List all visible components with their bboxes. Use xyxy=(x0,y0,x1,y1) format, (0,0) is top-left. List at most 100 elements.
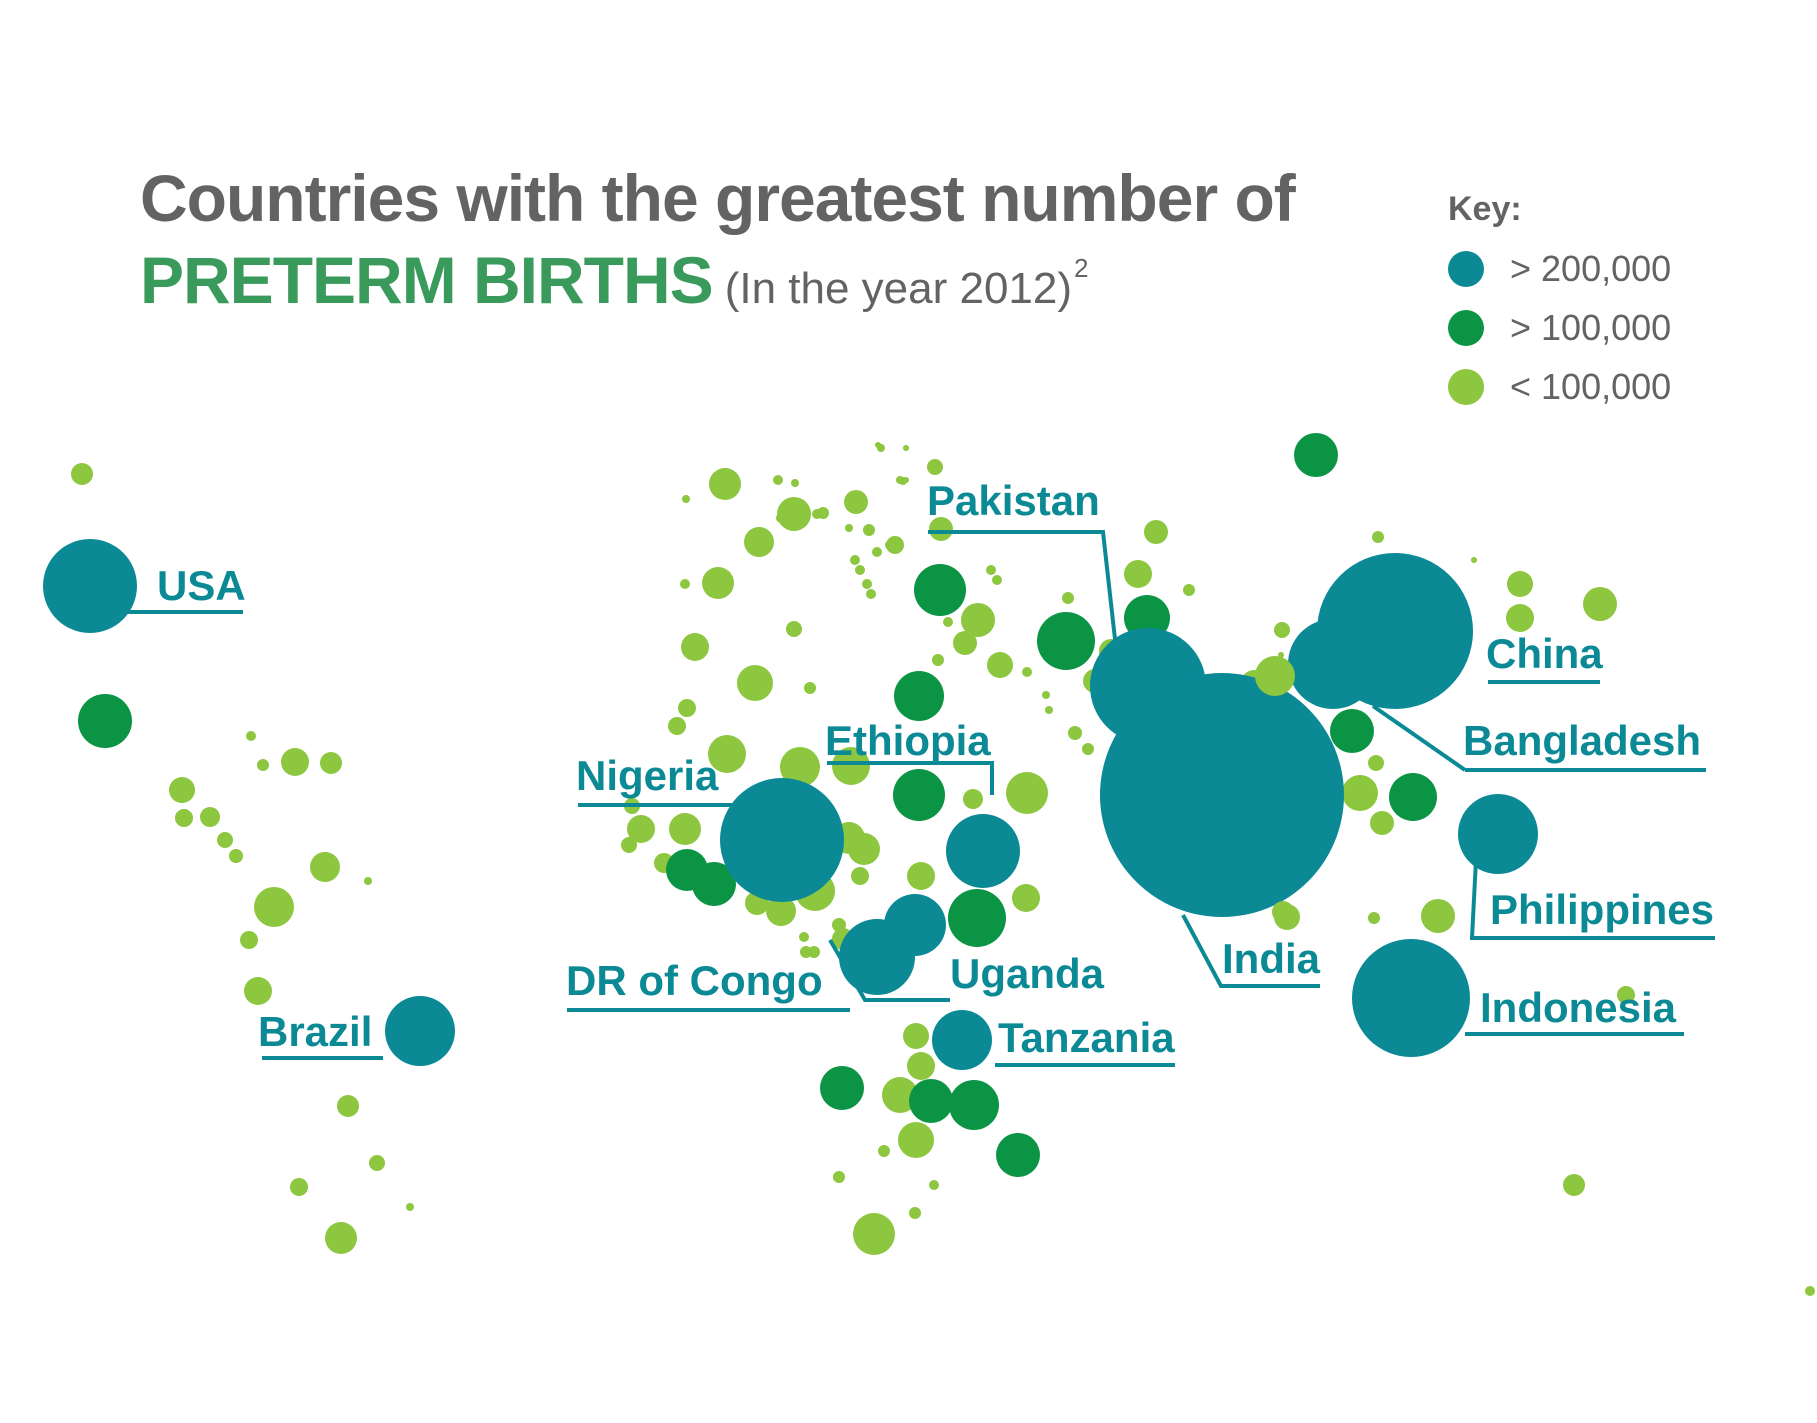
bubble-over-200k xyxy=(1100,673,1344,917)
bubble-under-100k xyxy=(627,815,655,843)
bubble-under-100k xyxy=(1082,743,1094,755)
bubble-under-100k xyxy=(1471,557,1477,563)
title-line-2: PRETERM BIRTHS (In the year 2012)2 xyxy=(140,242,1295,318)
bubble-under-100k xyxy=(744,527,774,557)
bubble-under-100k xyxy=(1421,899,1455,933)
bubble-under-100k xyxy=(885,540,895,550)
bubble-under-100k xyxy=(766,896,796,926)
legend-dot-small xyxy=(1448,368,1484,405)
bubble-over-100k xyxy=(996,1133,1040,1177)
title-footnote: 2 xyxy=(1074,253,1089,283)
bubble-under-100k xyxy=(1255,656,1295,696)
bubble-over-100k xyxy=(1389,773,1437,821)
bubble-under-100k xyxy=(281,748,309,776)
bubble-over-100k xyxy=(909,1079,953,1123)
bubble-under-100k xyxy=(907,1052,935,1080)
leader-line xyxy=(827,761,994,795)
bubble-under-100k xyxy=(257,759,269,771)
bubble-under-100k xyxy=(621,837,637,853)
bubble-under-100k xyxy=(1022,667,1032,677)
bubble-under-100k xyxy=(1507,571,1533,597)
label-leader-lines xyxy=(128,530,1715,1067)
bubble-under-100k xyxy=(708,735,746,773)
bubble-under-100k xyxy=(848,833,880,865)
bubble-under-100k xyxy=(737,665,773,701)
bubble-under-100k xyxy=(903,445,909,451)
legend: Key: > 200,000 > 100,000 < 100,000 xyxy=(1448,190,1671,416)
bubble-under-100k xyxy=(406,1203,414,1211)
bubble-under-100k xyxy=(878,1145,890,1157)
bubble-over-100k xyxy=(1330,709,1374,753)
bubble-over-100k xyxy=(914,564,966,616)
country-label-tanzania: Tanzania xyxy=(998,1014,1175,1061)
bubble-under-100k xyxy=(1368,755,1384,771)
country-label-indonesia: Indonesia xyxy=(1480,984,1677,1031)
bubble-under-100k xyxy=(1563,1174,1585,1196)
bubble-over-200k xyxy=(385,996,455,1066)
bubble-under-100k xyxy=(877,444,885,452)
bubble-over-100k xyxy=(1294,433,1338,477)
leader-line xyxy=(928,530,1118,649)
bubble-under-100k xyxy=(337,1095,359,1117)
bubble-under-100k xyxy=(987,652,1013,678)
bubble-under-100k xyxy=(851,867,869,885)
country-labels: USA Brazil Nigeria Ethiopia DR of Congo … xyxy=(157,477,1714,1061)
bubble-under-100k xyxy=(217,832,233,848)
bubble-under-100k xyxy=(1144,520,1168,544)
bubble-under-100k xyxy=(791,479,799,487)
bubble-over-200k xyxy=(1317,553,1473,709)
bubble-under-100k xyxy=(682,495,690,503)
bubble-under-100k xyxy=(1372,531,1384,543)
large-country-bubbles xyxy=(43,539,1538,1070)
bubble-under-100k xyxy=(853,1213,895,1255)
bubble-under-100k xyxy=(246,731,256,741)
bubble-under-100k xyxy=(1124,560,1152,588)
bubble-under-100k xyxy=(1278,652,1284,658)
bubble-under-100k xyxy=(862,579,872,589)
bubble-under-100k xyxy=(832,918,846,932)
bubble-over-200k xyxy=(720,778,844,902)
bubble-under-100k xyxy=(310,852,340,882)
bubble-under-100k xyxy=(1583,587,1617,621)
bubble-over-200k xyxy=(946,814,1020,888)
legend-label: > 200,000 xyxy=(1510,247,1672,289)
bubble-under-100k xyxy=(702,567,734,599)
bubble-under-100k xyxy=(1183,584,1195,596)
bubble-under-100k xyxy=(1042,691,1050,699)
bubble-under-100k xyxy=(175,809,193,827)
legend-label: > 100,000 xyxy=(1510,306,1672,348)
bubble-under-100k xyxy=(1506,604,1534,632)
bubble-over-200k xyxy=(839,919,915,995)
bubble-under-100k xyxy=(932,654,944,666)
bubble-under-100k xyxy=(668,717,686,735)
bubble-under-100k xyxy=(669,813,701,845)
bubble-under-100k xyxy=(909,1207,921,1219)
country-label-ethiopia: Ethiopia xyxy=(825,717,991,764)
leader-line xyxy=(828,938,950,1002)
chart-title: Countries with the greatest number of PR… xyxy=(140,160,1296,318)
bubble-under-100k xyxy=(240,931,258,949)
leader-line xyxy=(1181,914,1320,988)
bubble-under-100k xyxy=(1370,811,1394,835)
bubble-under-100k xyxy=(845,524,853,532)
bubble-under-100k xyxy=(1617,986,1635,1004)
bubble-under-100k xyxy=(290,1178,308,1196)
legend-dot-large xyxy=(1448,250,1484,287)
bubble-over-100k xyxy=(820,1066,864,1110)
bubble-under-100k xyxy=(929,1180,939,1190)
bubble-under-100k xyxy=(169,777,195,803)
bubble-under-100k xyxy=(992,575,1002,585)
bubble-over-100k xyxy=(949,1080,999,1130)
bubble-under-100k xyxy=(678,699,696,717)
bubble-under-100k xyxy=(1012,884,1040,912)
title-line-1: Countries with the greatest number of xyxy=(140,161,1296,235)
bubble-under-100k xyxy=(777,497,811,531)
bubble-under-100k xyxy=(709,468,741,500)
bubble-under-100k xyxy=(364,877,372,885)
bubble-over-100k xyxy=(893,769,945,821)
leader-line xyxy=(1469,859,1715,940)
bubble-under-100k xyxy=(229,849,243,863)
bubble-under-100k xyxy=(71,463,93,485)
bubble-under-100k xyxy=(254,887,294,927)
bubble-under-100k xyxy=(850,555,860,565)
